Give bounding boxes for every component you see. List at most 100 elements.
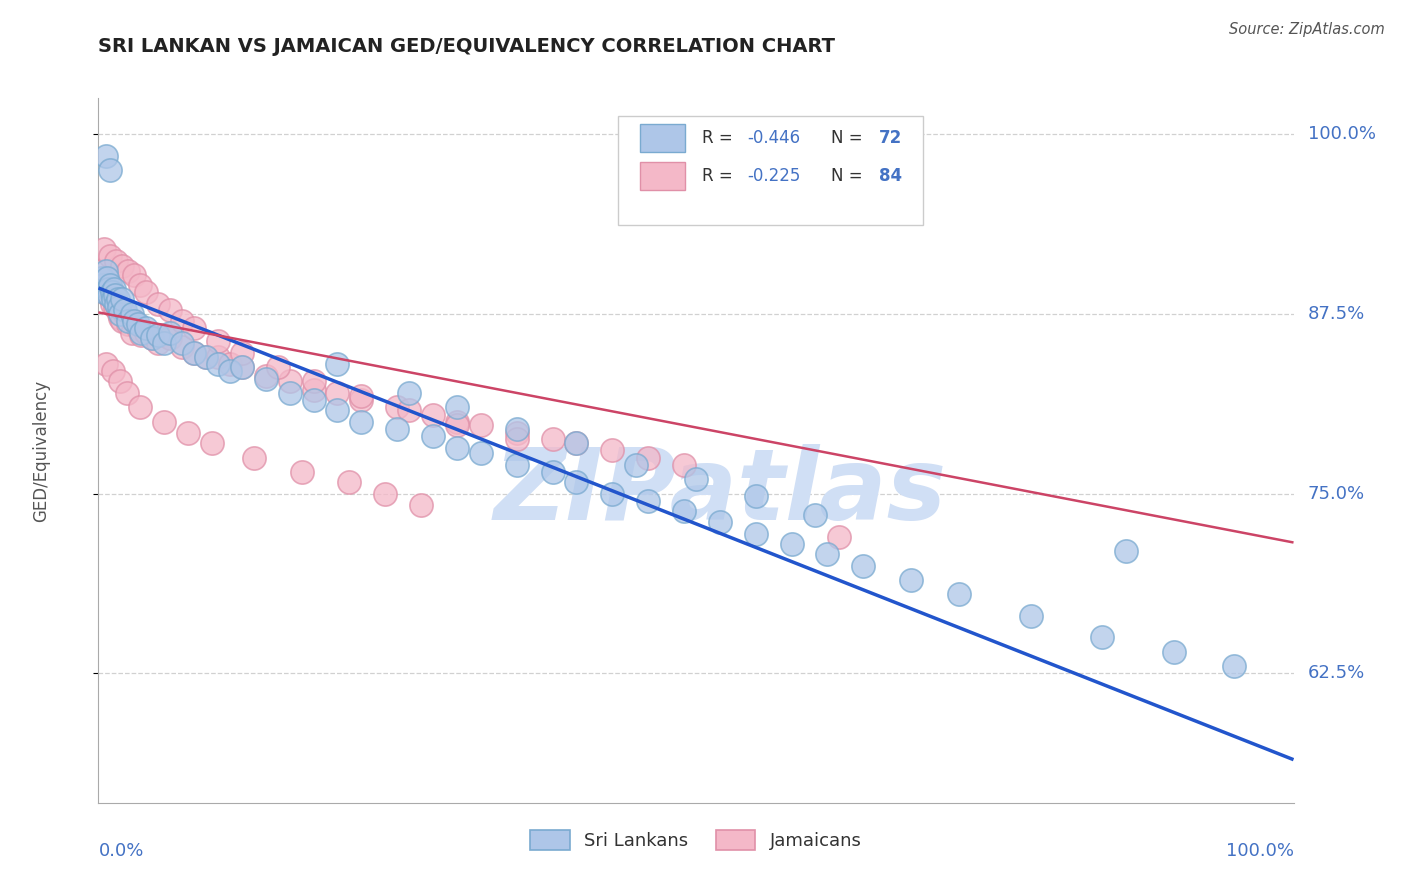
Text: SRI LANKAN VS JAMAICAN GED/EQUIVALENCY CORRELATION CHART: SRI LANKAN VS JAMAICAN GED/EQUIVALENCY C… — [98, 37, 835, 56]
Point — [117, 314, 139, 328]
FancyBboxPatch shape — [619, 116, 922, 225]
Point — [104, 300, 127, 314]
Point — [422, 429, 444, 443]
Point — [1091, 631, 1114, 645]
Point — [127, 321, 149, 335]
Point — [117, 263, 139, 277]
Point — [101, 364, 124, 378]
Point — [219, 364, 242, 378]
Point — [159, 331, 181, 345]
Point — [828, 530, 851, 544]
Point — [127, 317, 149, 331]
Point — [745, 490, 768, 504]
Point — [602, 486, 624, 500]
Legend: Sri Lankans, Jamaicans: Sri Lankans, Jamaicans — [523, 822, 869, 857]
Point — [207, 357, 229, 371]
Point — [93, 242, 115, 256]
Point — [104, 288, 127, 302]
Point — [637, 450, 659, 465]
Point — [637, 493, 659, 508]
Point — [98, 278, 121, 293]
Point — [326, 357, 349, 371]
Point — [326, 386, 349, 401]
Point — [98, 163, 122, 178]
Point — [121, 326, 143, 340]
Point — [153, 415, 176, 429]
Point — [107, 300, 129, 314]
Point — [111, 260, 134, 274]
Point — [135, 285, 157, 300]
Point — [602, 443, 624, 458]
Point — [374, 486, 396, 500]
Point — [94, 282, 117, 296]
Text: -0.225: -0.225 — [748, 167, 801, 185]
Text: N =: N = — [831, 167, 868, 185]
Point — [124, 268, 146, 282]
Text: R =: R = — [702, 167, 738, 185]
Point — [103, 282, 125, 296]
Point — [114, 302, 136, 317]
Point — [231, 359, 253, 374]
Point — [148, 335, 170, 350]
Point — [97, 288, 120, 302]
Text: N =: N = — [831, 129, 868, 147]
Point — [111, 314, 134, 328]
Point — [506, 422, 529, 436]
Text: Source: ZipAtlas.com: Source: ZipAtlas.com — [1229, 22, 1385, 37]
Point — [470, 417, 492, 432]
Point — [207, 334, 229, 348]
Point — [94, 148, 117, 162]
Point — [411, 498, 433, 512]
Point — [780, 537, 803, 551]
Point — [90, 263, 112, 277]
Point — [107, 307, 129, 321]
Text: 0.0%: 0.0% — [98, 841, 143, 860]
Point — [91, 271, 114, 285]
Point — [100, 285, 122, 300]
Point — [565, 475, 588, 489]
Point — [135, 326, 157, 340]
Point — [1115, 544, 1137, 558]
Point — [231, 345, 253, 359]
Point — [565, 436, 588, 450]
Point — [673, 458, 696, 472]
Point — [385, 401, 409, 415]
Point — [254, 368, 277, 383]
Point — [135, 321, 157, 335]
Point — [105, 297, 128, 311]
Point — [96, 271, 118, 285]
Text: -0.446: -0.446 — [748, 129, 800, 147]
Point — [172, 340, 194, 354]
Point — [177, 426, 200, 441]
Point — [108, 311, 131, 326]
Point — [231, 359, 253, 374]
Point — [1163, 645, 1185, 659]
Point — [422, 408, 444, 422]
Point — [291, 465, 314, 479]
Point — [129, 401, 152, 415]
Point — [541, 432, 564, 446]
FancyBboxPatch shape — [640, 161, 685, 190]
Point — [195, 350, 218, 364]
Text: 100.0%: 100.0% — [1308, 125, 1376, 143]
Point — [326, 403, 349, 417]
Point — [302, 383, 325, 397]
Point — [446, 417, 468, 432]
Point — [141, 331, 163, 345]
Point — [398, 386, 420, 401]
Point — [105, 297, 128, 311]
Point — [852, 558, 875, 573]
Text: 72: 72 — [879, 129, 903, 147]
Point — [673, 504, 696, 518]
Point — [804, 508, 827, 523]
Point — [148, 297, 170, 311]
Point — [98, 288, 121, 302]
Point — [98, 278, 122, 293]
Point — [195, 350, 218, 364]
Point — [93, 274, 115, 288]
Point — [153, 328, 176, 343]
Point — [183, 321, 205, 335]
Point — [398, 403, 420, 417]
Point — [124, 314, 146, 328]
Point — [98, 249, 122, 263]
